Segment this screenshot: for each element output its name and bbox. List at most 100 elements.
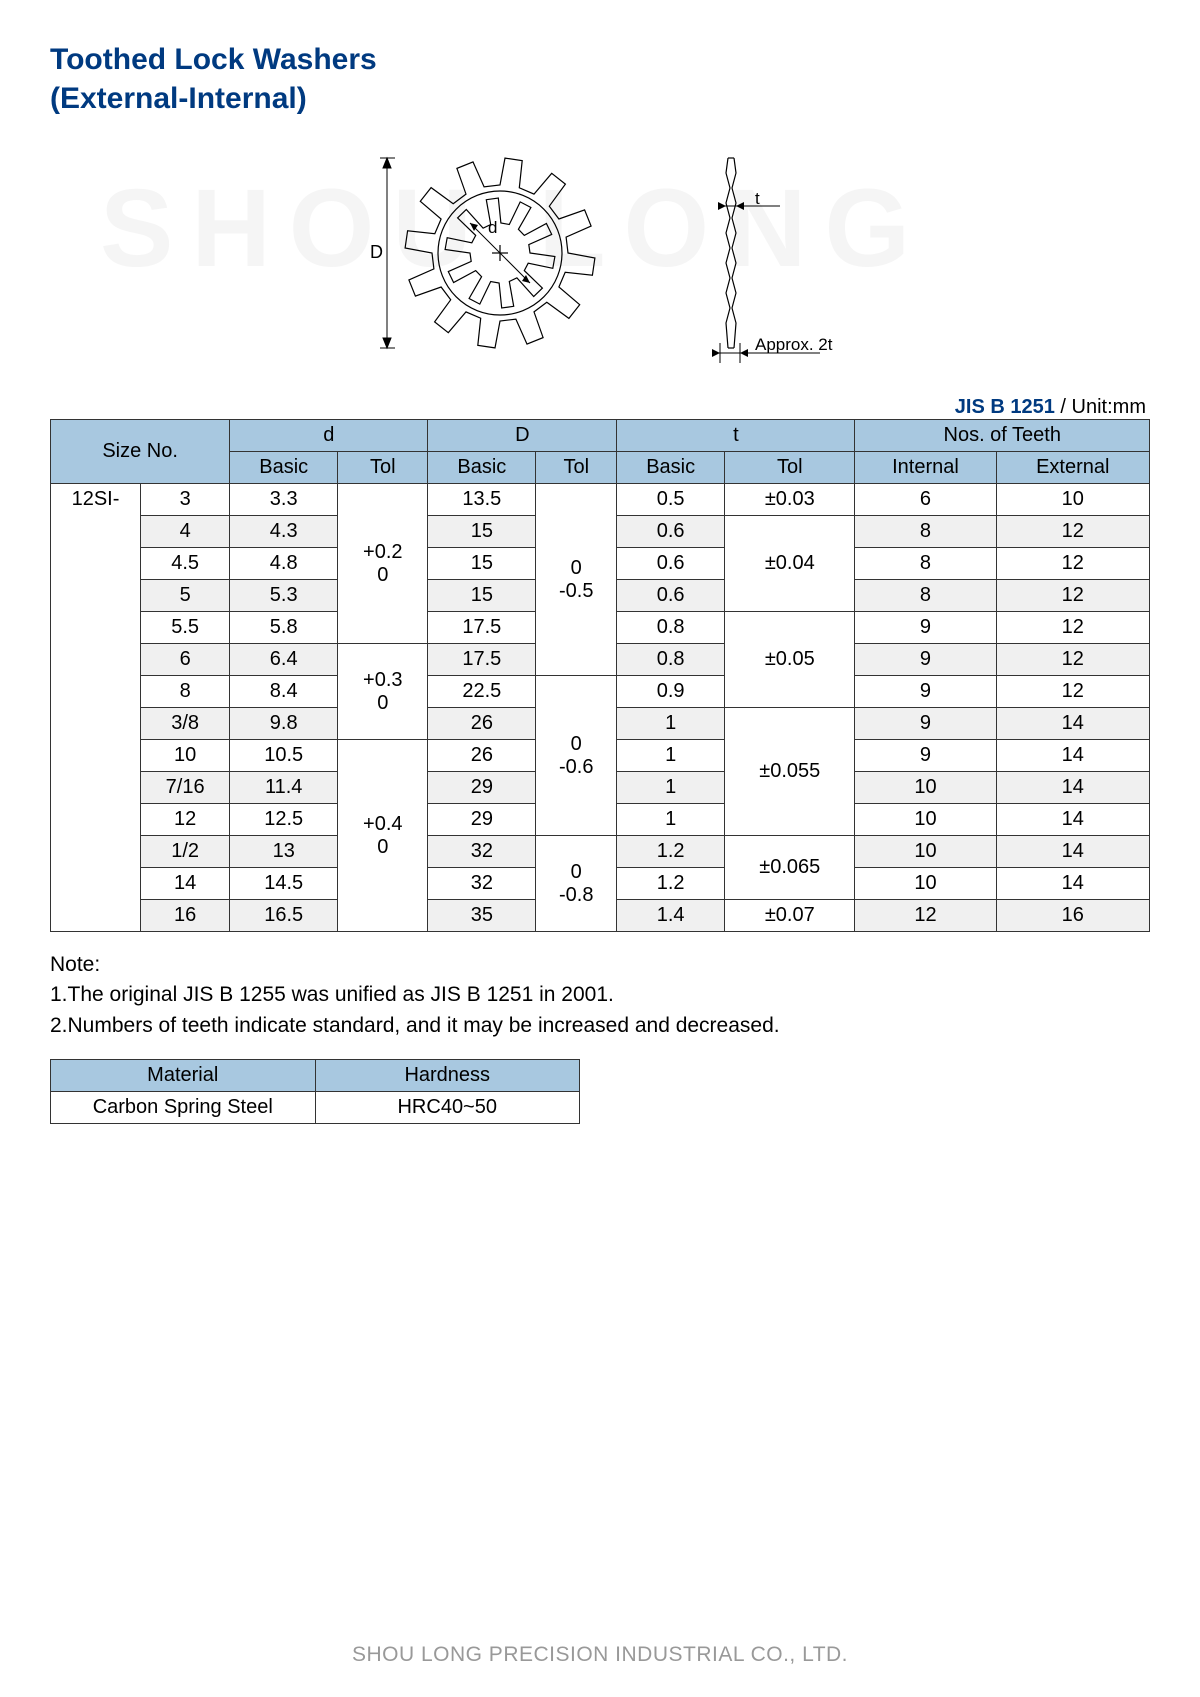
table-cell: 0-0.5 xyxy=(536,484,617,676)
table-cell: 1 xyxy=(617,740,725,772)
table-cell: 12 xyxy=(996,612,1150,644)
table-cell: 14 xyxy=(996,868,1150,900)
table-cell: 3/8 xyxy=(141,708,230,740)
table-cell: 22.5 xyxy=(428,676,536,708)
table-cell: +0.40 xyxy=(338,740,428,932)
table-cell: 8 xyxy=(855,548,996,580)
table-cell: 9 xyxy=(855,644,996,676)
title-line-1: Toothed Lock Washers xyxy=(50,40,1150,79)
note-2: 2.Numbers of teeth indicate standard, an… xyxy=(50,1011,1150,1041)
note-1: 1.The original JIS B 1255 was unified as… xyxy=(50,980,1150,1010)
table-cell: 29 xyxy=(428,804,536,836)
table-cell: 14 xyxy=(141,868,230,900)
table-cell: ±0.04 xyxy=(725,516,855,612)
table-cell: 32 xyxy=(428,868,536,900)
th-t: t xyxy=(617,420,855,452)
table-cell: 12.5 xyxy=(230,804,338,836)
th-size-no: Size No. xyxy=(51,420,230,484)
table-cell: 5.3 xyxy=(230,580,338,612)
table-cell: 17.5 xyxy=(428,644,536,676)
standard-label: JIS B 1251 / Unit:mm xyxy=(50,396,1150,419)
table-cell: 14 xyxy=(996,772,1150,804)
td-hardness: HRC40~50 xyxy=(315,1092,580,1124)
table-cell: 11.4 xyxy=(230,772,338,804)
table-cell: ±0.07 xyxy=(725,900,855,932)
table-cell: 1/2 xyxy=(141,836,230,868)
table-cell: 14.5 xyxy=(230,868,338,900)
title-line-2: (External-Internal) xyxy=(50,79,1150,118)
table-cell: 17.5 xyxy=(428,612,536,644)
th-d-basic: Basic xyxy=(230,452,338,484)
table-cell: 10 xyxy=(996,484,1150,516)
table-cell: 8 xyxy=(855,516,996,548)
washer-diagram-svg: D d t Approx. 2t xyxy=(320,128,880,378)
table-row: 1/213320-0.81.2±0.0651014 xyxy=(51,836,1150,868)
table-cell: 0-0.6 xyxy=(536,676,617,836)
table-cell: 1.2 xyxy=(617,836,725,868)
table-cell: 10 xyxy=(855,836,996,868)
table-cell: 8.4 xyxy=(230,676,338,708)
material-table: Material Hardness Carbon Spring Steel HR… xyxy=(50,1059,580,1124)
table-cell: ±0.065 xyxy=(725,836,855,900)
table-cell: 4.3 xyxy=(230,516,338,548)
table-cell: ±0.03 xyxy=(725,484,855,516)
table-cell: 0.9 xyxy=(617,676,725,708)
table-cell: 0.5 xyxy=(617,484,725,516)
table-cell: 0-0.8 xyxy=(536,836,617,932)
table-row: 88.422.50-0.60.9912 xyxy=(51,676,1150,708)
table-cell: 16 xyxy=(141,900,230,932)
table-cell: 0.6 xyxy=(617,516,725,548)
th-D-basic: Basic xyxy=(428,452,536,484)
table-cell: 12SI- xyxy=(51,484,141,932)
th-D: D xyxy=(428,420,617,452)
table-cell: 6 xyxy=(141,644,230,676)
table-cell: 5.5 xyxy=(141,612,230,644)
table-cell: 12 xyxy=(996,580,1150,612)
table-cell: ±0.055 xyxy=(725,708,855,836)
table-cell: 9.8 xyxy=(230,708,338,740)
table-cell: 12 xyxy=(996,548,1150,580)
table-cell: 14 xyxy=(996,804,1150,836)
th-d-tol: Tol xyxy=(338,452,428,484)
td-material: Carbon Spring Steel xyxy=(51,1092,316,1124)
table-cell: 14 xyxy=(996,740,1150,772)
table-row: 12SI-33.3+0.2013.50-0.50.5±0.03610 xyxy=(51,484,1150,516)
table-cell: 1 xyxy=(617,772,725,804)
table-cell: 9 xyxy=(855,612,996,644)
table-cell: 12 xyxy=(996,516,1150,548)
table-cell: 0.8 xyxy=(617,644,725,676)
table-cell: 9 xyxy=(855,676,996,708)
table-cell: 5.8 xyxy=(230,612,338,644)
table-cell: 26 xyxy=(428,740,536,772)
table-cell: 15 xyxy=(428,580,536,612)
table-cell: 1.2 xyxy=(617,868,725,900)
table-cell: 10 xyxy=(855,804,996,836)
th-external: External xyxy=(996,452,1150,484)
table-cell: 4 xyxy=(141,516,230,548)
table-cell: 10 xyxy=(855,868,996,900)
table-cell: 14 xyxy=(996,836,1150,868)
table-cell: 32 xyxy=(428,836,536,868)
table-cell: 0.6 xyxy=(617,548,725,580)
table-cell: 13.5 xyxy=(428,484,536,516)
table-cell: 16.5 xyxy=(230,900,338,932)
table-cell: 4.5 xyxy=(141,548,230,580)
table-cell: 9 xyxy=(855,740,996,772)
table-cell: 15 xyxy=(428,516,536,548)
th-hardness: Hardness xyxy=(315,1060,580,1092)
table-cell: 12 xyxy=(996,676,1150,708)
footer-company: SHOU LONG PRECISION INDUSTRIAL CO., LTD. xyxy=(0,1643,1200,1667)
table-cell: 35 xyxy=(428,900,536,932)
table-cell: 6.4 xyxy=(230,644,338,676)
th-t-basic: Basic xyxy=(617,452,725,484)
th-internal: Internal xyxy=(855,452,996,484)
dim-label-t: t xyxy=(755,189,760,208)
technical-diagram: D d t Approx. 2t xyxy=(50,128,1150,388)
table-cell: 10.5 xyxy=(230,740,338,772)
notes-section: Note: 1.The original JIS B 1255 was unif… xyxy=(50,950,1150,1041)
table-cell: 4.8 xyxy=(230,548,338,580)
table-cell: 10 xyxy=(855,772,996,804)
th-teeth: Nos. of Teeth xyxy=(855,420,1150,452)
page-title: Toothed Lock Washers (External-Internal) xyxy=(50,40,1150,118)
table-cell: 1.4 xyxy=(617,900,725,932)
